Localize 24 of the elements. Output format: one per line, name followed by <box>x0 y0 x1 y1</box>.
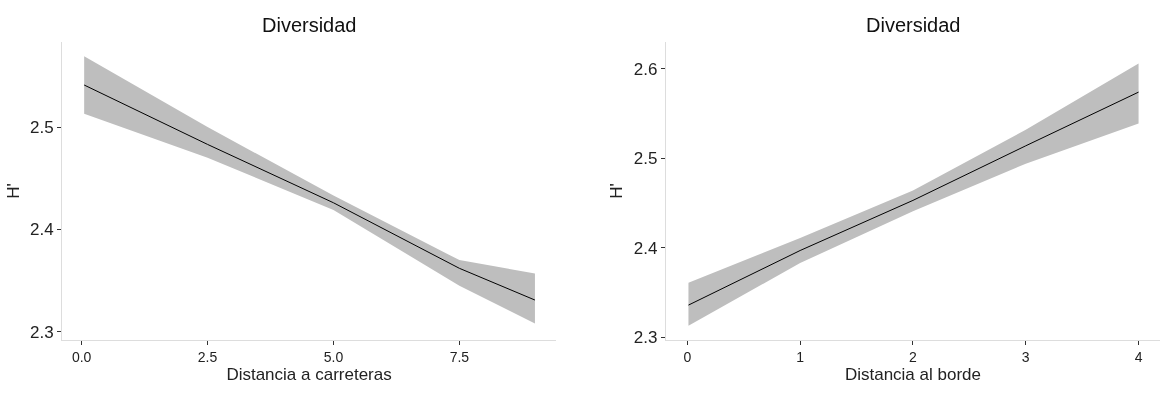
line-series <box>687 91 1140 306</box>
x-tick-label: 0 <box>683 348 692 365</box>
y-tick-label: 2.5 <box>633 149 658 169</box>
y-axis-title: H' <box>607 183 627 199</box>
y-tick-label: 2.6 <box>633 59 658 79</box>
x-tick-label: 2 <box>909 348 918 365</box>
y-tick-label: 2.3 <box>29 322 54 342</box>
line-series <box>83 84 536 301</box>
x-axis-title: Distancia al borde <box>844 365 981 385</box>
y-tick-label: 2.4 <box>29 220 54 240</box>
y-tick-label: 2.3 <box>633 328 658 348</box>
x-tick-label: 3 <box>1021 348 1030 365</box>
y-axis-title: H' <box>3 183 23 199</box>
x-tick-label: 1 <box>796 348 805 365</box>
x-tick-label: 0.0 <box>71 348 92 365</box>
x-tick-label: 2.5 <box>197 348 218 365</box>
y-tick-label: 2.5 <box>29 117 54 137</box>
x-tick-label: 7.5 <box>449 348 470 365</box>
x-tick-label: 4 <box>1134 348 1143 365</box>
chart-title: Diversidad <box>866 14 961 36</box>
x-axis-title: Distancia a carreteras <box>226 365 392 385</box>
y-tick-label: 2.4 <box>633 238 658 258</box>
chart-title: Diversidad <box>262 14 357 36</box>
x-tick-label: 5.0 <box>323 348 344 365</box>
